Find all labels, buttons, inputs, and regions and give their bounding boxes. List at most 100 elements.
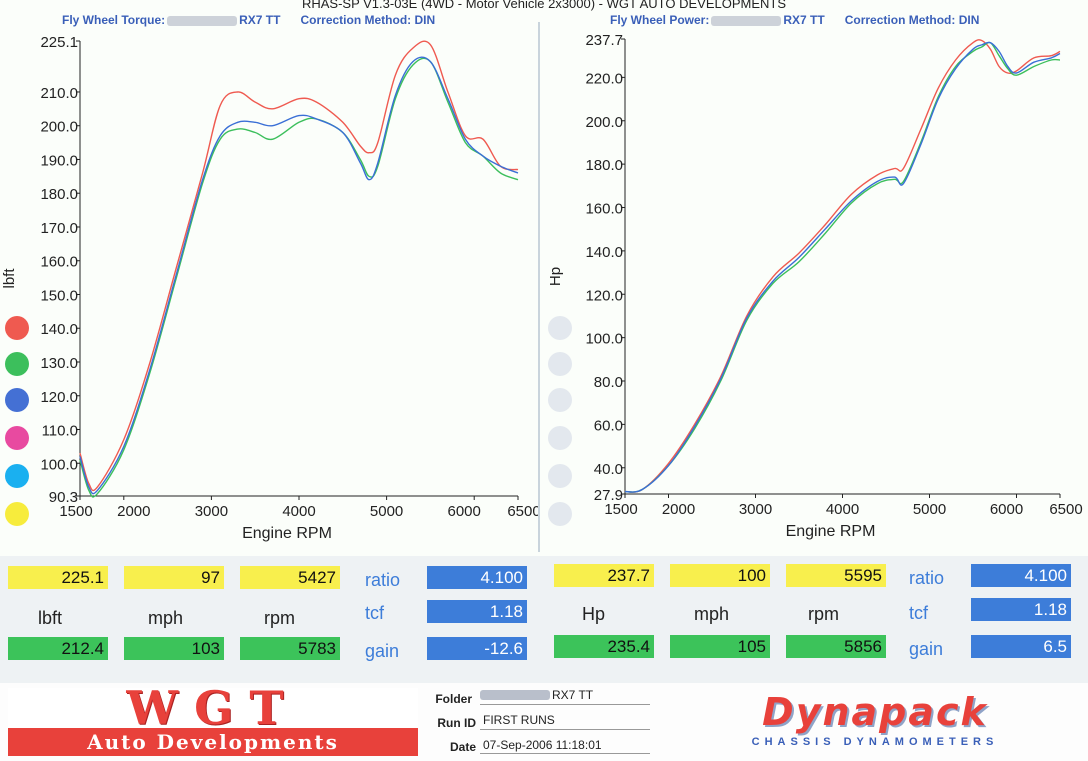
torque-y-tick-label: 110.0	[42, 423, 78, 440]
redacted-block	[167, 15, 238, 26]
legend-slot[interactable]	[548, 352, 572, 376]
redacted-block	[480, 689, 550, 700]
power-chart-header: Fly Wheel Power: RX7 TT Correction Method…	[610, 13, 979, 27]
legend-dot-magenta[interactable]	[5, 426, 29, 450]
torque-x-axis-label: Engine RPM	[242, 525, 332, 542]
power-y-tick-label: 60.0	[594, 417, 623, 434]
torque-x-tick-label: 6500	[507, 503, 538, 520]
torque-y-tick-label: 150.0	[40, 287, 78, 304]
torque-chart-header: Fly Wheel Torque: RX7 TT Correction Metho…	[62, 13, 435, 27]
legend-dot-green[interactable]	[5, 352, 29, 376]
power-peak-mph: 100	[670, 564, 770, 587]
hp-unit-label: Hp	[582, 604, 606, 624]
gain-label-right: gain	[909, 639, 944, 659]
torque-peak-mph: 97	[124, 566, 224, 589]
torque-y-tick-label: 200.0	[40, 119, 78, 136]
power-y-tick-label: 237.7	[585, 32, 623, 49]
legend-slot[interactable]	[548, 464, 572, 488]
legend-dot-cyan[interactable]	[5, 464, 29, 488]
power-x-tick-label: 2000	[662, 501, 695, 518]
torque-y-tick-label: 120.0	[40, 389, 78, 406]
ratio-value-right: 4.100	[971, 564, 1071, 587]
power-second-mph: 105	[670, 635, 770, 658]
legend-dot-red[interactable]	[5, 316, 29, 340]
dynapack-logo-name: Dynapack	[762, 690, 988, 734]
chart-divider	[538, 22, 540, 552]
torque-x-tick-label: 4000	[282, 503, 315, 520]
power-peak-rpm: 5595	[786, 564, 886, 587]
mph-unit-label-right: mph	[694, 604, 730, 624]
power-x-axis-label: Engine RPM	[786, 523, 876, 540]
torque-x-tick-label: 2000	[117, 503, 150, 520]
gain-value: -12.6	[427, 637, 527, 660]
torque-header-label: Fly Wheel Torque:	[62, 13, 166, 27]
page-title: RHAS-SP V1.3-03E (4WD - Motor Vehicle 2x…	[301, 0, 787, 11]
torque-x-tick-label: 5000	[370, 503, 403, 520]
power-x-tick-label: 3000	[739, 501, 772, 518]
legend-slot[interactable]	[548, 388, 572, 412]
power-second-rpm: 5856	[786, 635, 886, 658]
power-y-tick-label: 100.0	[585, 331, 623, 348]
legend-slot[interactable]	[548, 426, 572, 450]
power-series-line-2	[624, 41, 1061, 493]
torque-y-tick-label: 170.0	[40, 220, 78, 237]
torque-y-tick-label: 190.0	[40, 152, 78, 169]
runid-value: FIRST RUNS	[483, 713, 555, 727]
torque-second-mph: 103	[124, 637, 224, 660]
power-chart: 27.9 40.0 60.0 80.0 100.0 120.0 140.0 160.0 180.…	[547, 32, 1083, 540]
ratio-label: ratio	[365, 570, 401, 590]
torque-y-tick-label: 130.0	[40, 355, 78, 372]
power-x-tick-label: 4000	[826, 501, 859, 518]
power-y-tick-label: 180.0	[585, 157, 623, 174]
torque-series-line-3	[79, 56, 519, 495]
tcf-label-right: tcf	[909, 603, 929, 623]
torque-second-rpm: 5783	[240, 637, 340, 660]
torque-chart: 90.3 100.0 110.0 120.0 130.0 140.0 150.0 160.0 1…	[1, 34, 538, 542]
dynapack-logo: Dynapack CHASSIS DYNAMOMETERS	[680, 690, 1070, 756]
date-label: Date	[449, 740, 476, 754]
torque-y-tick-label: 225.1	[40, 34, 78, 51]
torque-y-tick-label: 90.3	[49, 489, 78, 506]
legend-dot-yellow[interactable]	[5, 502, 29, 526]
torque-y-tick-label: 160.0	[40, 254, 78, 271]
folder-field: RX7 TT	[480, 686, 650, 705]
legend-slot[interactable]	[548, 316, 572, 340]
power-x-tick-label: 6000	[990, 501, 1023, 518]
power-header-vehicle: RX7 TT	[783, 13, 825, 27]
torque-x-tick-label: 3000	[195, 503, 228, 520]
gain-value-right: 6.5	[971, 635, 1071, 658]
mph-unit-label: mph	[148, 608, 184, 628]
torque-y-tick-label: 100.0	[40, 456, 78, 473]
rpm-unit-label: rpm	[264, 608, 295, 628]
dynapack-logo-sub: CHASSIS DYNAMOMETERS	[751, 736, 999, 748]
power-peak-value: 237.7	[554, 564, 654, 587]
power-second-value: 235.4	[554, 635, 654, 658]
torque-second-value: 212.4	[8, 637, 108, 660]
redacted-block	[711, 15, 782, 26]
power-y-axis-label: Hp	[547, 267, 564, 286]
power-header-label: Fly Wheel Power:	[610, 13, 710, 27]
power-series-line-1	[624, 39, 1061, 493]
wgt-logo-main: WGT	[8, 685, 418, 731]
torque-y-axis-label: lbft	[1, 268, 18, 289]
tcf-label: tcf	[365, 603, 385, 623]
legend-slot[interactable]	[548, 502, 572, 526]
power-y-tick-label: 40.0	[594, 461, 623, 478]
torque-x-tick-label: 1500	[59, 503, 92, 520]
ratio-value: 4.100	[427, 566, 527, 589]
torque-header-vehicle: RX7 TT	[239, 13, 281, 27]
wgt-logo: WGT Auto Developments	[8, 685, 418, 756]
torque-series-line-1	[79, 40, 519, 492]
date-field: 07-Sep-2006 11:18:01	[480, 735, 650, 754]
rpm-unit-label-right: rpm	[808, 604, 839, 624]
stats-panel: 225.1 97 5427 lbft mph rpm 212.4 103 578…	[0, 556, 1088, 683]
power-x-tick-label: 5000	[913, 501, 946, 518]
power-header-correction: Correction Method: DIN	[844, 13, 980, 27]
wgt-logo-sub: Auto Developments	[8, 728, 418, 756]
legend-dot-blue[interactable]	[5, 388, 29, 412]
torque-y-tick-label: 140.0	[40, 321, 78, 338]
power-y-tick-label: 200.0	[585, 114, 623, 131]
torque-unit-label: lbft	[38, 608, 63, 628]
power-y-tick-label: 220.0	[585, 70, 623, 87]
gain-label: gain	[365, 641, 400, 661]
